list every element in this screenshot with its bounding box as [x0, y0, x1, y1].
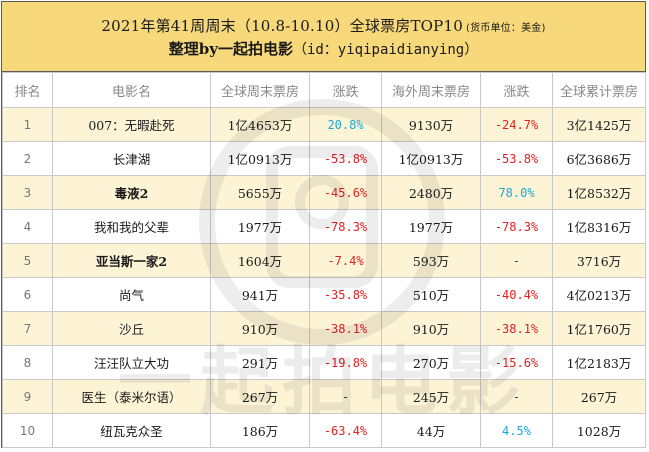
overseas-change-cell: -: [480, 379, 553, 414]
global-change-cell: -19.8%: [309, 345, 382, 380]
global-weekend-cell: 1亿4653万: [210, 107, 310, 142]
movie-title-cell: 医生（泰米尔语）: [52, 379, 211, 414]
table-row: 8 汪汪队立大功 291万 -19.8% 270万 -15.6% 1亿2183万: [2, 345, 646, 380]
cumulative-cell: 1028万: [552, 413, 646, 448]
cumulative-cell: 1亿8316万: [552, 209, 646, 244]
global-change-cell: -53.8%: [309, 141, 382, 176]
overseas-change-cell: -: [480, 243, 553, 278]
global-weekend-cell: 1604万: [210, 243, 310, 278]
col-header-global-weekend: 全球周末票房: [210, 72, 310, 108]
overseas-change-cell: 4.5%: [480, 413, 553, 448]
table-row: 6 尚气 941万 -35.8% 510万 -40.4% 4亿0213万: [2, 277, 646, 312]
title-text: 2021年第41周周末（10.8-10.10）全球票房TOP10: [101, 16, 463, 35]
cumulative-cell: 1亿2183万: [552, 345, 646, 380]
table-row: 9 医生（泰米尔语） 267万 -245万 -267万: [2, 379, 646, 414]
global-weekend-cell: 941万: [210, 277, 310, 312]
global-change-cell: -45.6%: [309, 175, 382, 210]
box-office-table: 排名 电影名 全球周末票房 涨跌 海外周末票房 涨跌 全球累计票房 1 007：无…: [2, 72, 646, 448]
movie-title-cell: 长津湖: [52, 141, 211, 176]
rank-cell: 1: [2, 107, 53, 142]
overseas-weekend-cell: 910万: [381, 311, 481, 346]
overseas-weekend-cell: 1亿0913万: [381, 141, 481, 176]
overseas-change-cell: 78.0%: [480, 175, 553, 210]
global-weekend-cell: 291万: [210, 345, 310, 380]
movie-title-cell: 毒液2: [52, 175, 211, 210]
global-change-cell: -: [309, 379, 382, 414]
col-header-cumulative: 全球累计票房: [552, 72, 646, 108]
rank-cell: 4: [2, 209, 53, 244]
table-subtitle: 整理by一起拍电影（id：yiqipaidianying）: [169, 38, 479, 59]
rank-cell: 10: [2, 413, 53, 448]
table-row: 3 毒液2 5655万 -45.6% 2480万 78.0% 1亿8532万: [2, 175, 646, 210]
overseas-change-cell: -78.3%: [480, 209, 553, 244]
movie-title-cell: 我和我的父辈: [52, 209, 211, 244]
cumulative-cell: 267万: [552, 379, 646, 414]
movie-title-cell: 007：无暇赴死: [52, 107, 211, 142]
global-change-cell: -38.1%: [309, 311, 382, 346]
overseas-weekend-cell: 9130万: [381, 107, 481, 142]
overseas-change-cell: -24.7%: [480, 107, 553, 142]
global-weekend-cell: 1亿0913万: [210, 141, 310, 176]
rank-cell: 6: [2, 277, 53, 312]
table-title: 2021年第41周周末（10.8-10.10）全球票房TOP10 (货币单位：美金…: [101, 15, 545, 36]
overseas-change-cell: -40.4%: [480, 277, 553, 312]
table-row: 10 纽瓦克众圣 186万 -63.4% 44万 4.5% 1028万: [2, 413, 646, 448]
table-body: 1 007：无暇赴死 1亿4653万 20.8% 9130万 -24.7% 3亿1425万 2…: [2, 107, 646, 448]
rank-cell: 5: [2, 243, 53, 278]
movie-title-cell: 亚当斯一家2: [52, 243, 211, 278]
table-row: 4 我和我的父辈 1977万 -78.3% 1977万 -78.3% 1亿8316万: [2, 209, 646, 244]
col-header-global-change: 涨跌: [309, 72, 382, 108]
global-change-cell: -78.3%: [309, 209, 382, 244]
overseas-weekend-cell: 593万: [381, 243, 481, 278]
overseas-change-cell: -53.8%: [480, 141, 553, 176]
rank-cell: 9: [2, 379, 53, 414]
cumulative-cell: 1亿1760万: [552, 311, 646, 346]
global-weekend-cell: 910万: [210, 311, 310, 346]
overseas-change-cell: -38.1%: [480, 311, 553, 346]
rank-cell: 7: [2, 311, 53, 346]
table-row: 1 007：无暇赴死 1亿4653万 20.8% 9130万 -24.7% 3亿1425万: [2, 107, 646, 142]
cumulative-cell: 3716万: [552, 243, 646, 278]
cumulative-cell: 3亿1425万: [552, 107, 646, 142]
overseas-weekend-cell: 245万: [381, 379, 481, 414]
global-change-cell: -35.8%: [309, 277, 382, 312]
rank-cell: 8: [2, 345, 53, 380]
col-header-rank: 排名: [2, 72, 53, 108]
overseas-weekend-cell: 270万: [381, 345, 481, 380]
movie-title-cell: 汪汪队立大功: [52, 345, 211, 380]
rank-cell: 3: [2, 175, 53, 210]
global-change-cell: 20.8%: [309, 107, 382, 142]
table-row: 2 长津湖 1亿0913万 -53.8% 1亿0913万 -53.8% 6亿3686万: [2, 141, 646, 176]
overseas-weekend-cell: 2480万: [381, 175, 481, 210]
global-weekend-cell: 1977万: [210, 209, 310, 244]
overseas-weekend-cell: 1977万: [381, 209, 481, 244]
col-header-overseas-change: 涨跌: [480, 72, 553, 108]
currency-note: (货币单位：美金): [465, 22, 546, 34]
table-header-row: 排名 电影名 全球周末票房 涨跌 海外周末票房 涨跌 全球累计票房: [2, 72, 646, 108]
subtitle-suffix: （id：yiqipaidianying）: [292, 41, 479, 58]
movie-title-cell: 尚气: [52, 277, 211, 312]
subtitle-prefix: 整理by一起拍电影: [168, 39, 293, 58]
overseas-change-cell: -15.6%: [480, 345, 553, 380]
cumulative-cell: 1亿8532万: [552, 175, 646, 210]
table-row: 7 沙丘 910万 -38.1% 910万 -38.1% 1亿1760万: [2, 311, 646, 346]
global-weekend-cell: 186万: [210, 413, 310, 448]
col-header-title: 电影名: [52, 72, 211, 108]
overseas-weekend-cell: 510万: [381, 277, 481, 312]
movie-title-cell: 纽瓦克众圣: [52, 413, 211, 448]
global-weekend-cell: 267万: [210, 379, 310, 414]
movie-title-cell: 沙丘: [52, 311, 211, 346]
global-weekend-cell: 5655万: [210, 175, 310, 210]
col-header-overseas-weekend: 海外周末票房: [381, 72, 481, 108]
global-change-cell: -7.4%: [309, 243, 382, 278]
global-change-cell: -63.4%: [309, 413, 382, 448]
overseas-weekend-cell: 44万: [381, 413, 481, 448]
cumulative-cell: 6亿3686万: [552, 141, 646, 176]
cumulative-cell: 4亿0213万: [552, 277, 646, 312]
table-header-banner: 2021年第41周周末（10.8-10.10）全球票房TOP10 (货币单位：美金…: [2, 2, 645, 72]
table-row: 5 亚当斯一家2 1604万 -7.4% 593万 -3716万: [2, 243, 646, 278]
rank-cell: 2: [2, 141, 53, 176]
